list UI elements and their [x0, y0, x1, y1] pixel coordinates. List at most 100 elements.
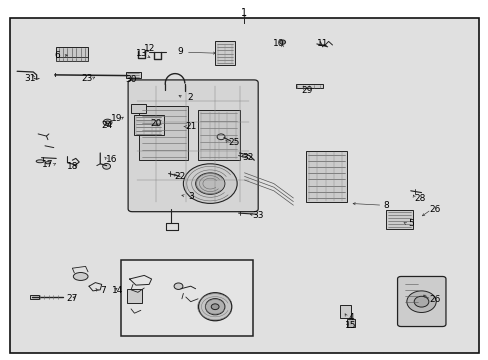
Point — [280, 233, 288, 239]
Point — [45, 291, 53, 297]
Point — [394, 189, 402, 195]
Point — [306, 295, 314, 301]
Point — [387, 257, 395, 262]
Point — [301, 167, 309, 172]
Point — [122, 282, 130, 287]
Point — [161, 329, 168, 335]
Point — [374, 18, 382, 23]
Point — [96, 166, 104, 172]
Point — [279, 267, 286, 273]
Point — [358, 148, 366, 153]
Point — [80, 109, 88, 115]
Point — [44, 286, 52, 292]
Point — [221, 17, 229, 23]
Point — [394, 40, 402, 46]
Point — [39, 79, 46, 85]
Point — [143, 136, 151, 142]
Point — [363, 261, 370, 267]
Point — [279, 98, 286, 103]
Point — [139, 292, 147, 297]
Point — [98, 35, 105, 41]
Point — [253, 64, 261, 70]
Point — [87, 224, 95, 230]
Point — [347, 17, 355, 23]
Point — [440, 266, 448, 271]
Point — [316, 104, 324, 110]
Point — [447, 339, 455, 345]
Point — [237, 109, 245, 114]
Point — [205, 246, 213, 252]
Point — [416, 214, 424, 220]
Point — [468, 122, 475, 127]
Point — [460, 32, 468, 38]
Point — [174, 310, 182, 316]
Point — [35, 286, 43, 292]
Point — [192, 208, 200, 214]
Point — [405, 167, 413, 172]
Point — [44, 109, 52, 114]
Point — [102, 195, 110, 201]
Point — [133, 40, 141, 46]
Point — [15, 35, 22, 41]
Point — [61, 160, 68, 166]
Point — [87, 171, 95, 176]
Point — [408, 276, 416, 282]
Point — [113, 126, 121, 132]
Point — [97, 98, 104, 104]
Point — [226, 238, 234, 243]
Point — [389, 142, 397, 148]
Point — [216, 329, 224, 335]
Point — [14, 343, 22, 349]
Point — [301, 218, 308, 224]
Point — [96, 128, 103, 134]
Point — [231, 79, 239, 85]
Point — [227, 271, 235, 277]
Point — [30, 200, 38, 206]
Point — [185, 36, 193, 42]
Point — [314, 181, 322, 187]
Point — [468, 246, 475, 252]
Point — [367, 301, 375, 306]
Point — [279, 190, 287, 196]
Point — [393, 258, 401, 264]
Point — [170, 215, 178, 220]
Point — [7, 109, 15, 115]
Point — [330, 324, 338, 330]
Point — [117, 80, 124, 85]
Point — [103, 45, 111, 50]
Point — [410, 166, 418, 172]
Point — [364, 275, 371, 281]
Point — [408, 176, 416, 182]
Point — [249, 266, 257, 272]
Point — [190, 170, 198, 176]
Point — [259, 343, 267, 348]
Point — [159, 324, 167, 329]
Point — [144, 247, 152, 252]
Point — [236, 46, 244, 52]
Point — [66, 166, 74, 172]
Point — [174, 27, 182, 33]
Point — [279, 335, 286, 341]
Point — [197, 238, 204, 244]
Point — [445, 161, 452, 167]
Point — [34, 108, 42, 114]
Point — [387, 309, 395, 315]
Point — [473, 172, 481, 177]
Point — [442, 294, 450, 300]
Point — [159, 156, 166, 162]
Point — [122, 93, 130, 99]
Point — [460, 209, 468, 215]
Point — [41, 223, 48, 229]
Point — [96, 123, 103, 129]
Point — [70, 75, 78, 81]
Point — [175, 252, 183, 257]
Point — [228, 156, 236, 161]
Point — [81, 37, 89, 43]
Point — [367, 127, 375, 132]
Point — [19, 228, 26, 233]
Point — [218, 65, 225, 71]
Point — [451, 75, 459, 81]
Point — [364, 45, 371, 51]
Point — [351, 127, 359, 133]
Point — [457, 16, 465, 22]
